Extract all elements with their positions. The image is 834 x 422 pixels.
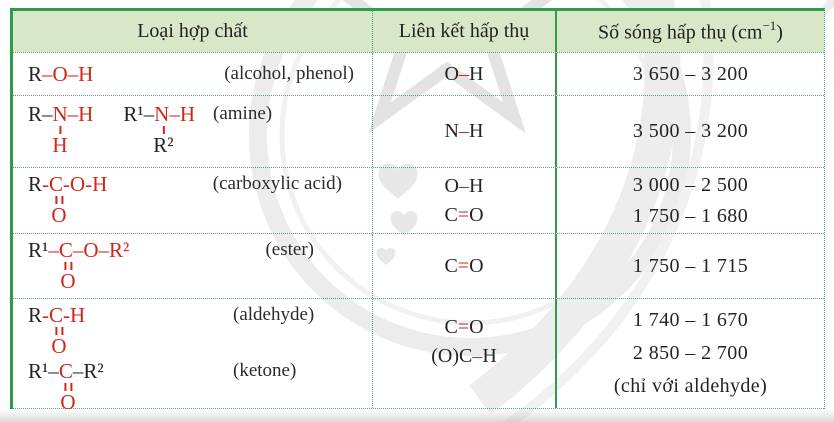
compound-label: (carboxylic acid) [212,173,342,194]
formula-segment: R [28,303,43,327]
aldehyde-sub-row: R-C-H O (aldehyde) [28,303,372,359]
formula-segment: R [28,172,43,196]
table-row-aldehyde-ketone: R-C-H O (aldehyde) R¹–C–R² O (ketone) C=O … [13,299,824,413]
wavenumber-value: 3 650 – 3 200 [632,62,749,85]
header-wavenumber: Số sóng hấp thụ (cm−1) [557,11,824,52]
bond-cell: O–H [373,53,557,95]
formula-segment: R¹– [28,359,59,383]
formula-segment: R [28,62,43,86]
structure-amine-primary: R–N–H H [28,102,94,156]
formula-segment: R¹ [28,238,49,262]
compound-label: (ester) [265,239,314,260]
compound-label: (ketone) [233,360,297,381]
wavenumber-value: 3 000 – 2 500 [632,173,749,196]
bond: C=O [444,254,484,277]
page-bottom-shadow [0,409,834,422]
bond: C=O [444,315,484,338]
structure-ketone: R¹–C–R² O [28,359,233,413]
header-wavenumber-text: Số sóng hấp thụ (cm−1) [598,17,783,44]
header-compound-type: Loại hợp chất [13,11,373,52]
table-row-carboxylic-acid: R-C-O-H O (carboxylic acid) O–H C=O 3 000… [13,168,824,234]
structure-ester: R¹–C–O–R² O [28,238,130,292]
bond: O–H [444,62,484,85]
under-atom: R² [153,133,174,157]
structure-amine-secondary: R¹–N–H R² [123,102,196,156]
bond-cell: N–H [373,96,557,167]
wavenumber-note: (chỉ với aldehyde) [613,375,768,397]
wavenumber-cell: 3 000 – 2 500 1 750 – 1 680 [557,168,824,233]
wavenumber-cell: 1 740 – 1 670 2 850 – 2 700 (chỉ với ald… [557,299,824,408]
compound-cell: R–O–H (alcohol, phenol) [13,53,373,95]
under-atom: O [51,203,67,227]
double-bond-icon [63,262,72,270]
wavenumber-cell: 3 500 – 3 200 [557,96,824,167]
compound-label: (amine) [213,103,273,124]
formula-segment: R– [28,102,53,126]
wavenumber-value: 1 750 – 1 715 [632,254,749,277]
formula-segment: –R² [72,359,104,383]
ketone-sub-row: R¹–C–R² O (ketone) [28,359,372,413]
formula-segment: -C-H [42,303,86,327]
wavenumber-cell: 1 750 – 1 715 [557,234,824,298]
bond-cell: C=O (O)C–H [373,299,557,408]
structure-carboxylic-acid: R-C-O-H O [28,172,108,226]
formula-segment: R¹– [123,102,155,126]
ir-absorption-table: Loại hợp chất Liên kết hấp thụ Số sóng h… [10,8,825,413]
under-atom: O [51,334,67,358]
under-atom: O [60,390,76,414]
under-atom: O [60,269,76,293]
formula-segment: –C–O–R² [48,238,130,262]
wavenumber-value: 1 750 – 1 680 [632,204,749,227]
single-bond-icon [58,126,61,134]
wavenumber-value: 2 850 – 2 700 [632,342,749,364]
wavenumber-value: 3 500 – 3 200 [632,120,749,142]
structure-alcohol: R–O–H [28,62,93,86]
table-row-amine: R–N–H H R¹–N–H R² (amine) N–H 3 500 – 3 20… [13,96,824,168]
compound-label: (alcohol, phenol) [224,63,354,84]
bond-cell: O–H C=O [373,168,557,233]
formula-segment: –O–H [42,62,94,86]
bond: O–H [444,174,484,197]
header-absorbing-bond: Liên kết hấp thụ [373,11,557,52]
compound-cell: R-C-H O (aldehyde) R¹–C–R² O (ketone) [13,299,373,413]
formula-segment: C [58,359,73,383]
bond: N–H [444,120,484,142]
formula-segment: -C-O-H [42,172,108,196]
double-bond-icon [54,327,63,335]
bond: C=O [444,203,484,226]
compound-cell: R¹–C–O–R² O (ester) [13,234,373,298]
double-bond-icon [63,383,72,391]
compound-cell: R–N–H H R¹–N–H R² (amine) [13,96,373,167]
wavenumber-value: 1 740 – 1 670 [632,309,749,331]
formula-segment: N–H [154,102,196,126]
formula-segment: N–H [52,102,94,126]
structure-aldehyde: R-C-H O [28,303,233,357]
compound-label: (aldehyde) [233,304,315,325]
table-row-ester: R¹–C–O–R² O (ester) C=O 1 750 – 1 715 [13,234,824,299]
double-bond-icon [54,196,63,204]
under-atom: H [52,133,68,157]
table-header-row: Loại hợp chất Liên kết hấp thụ Số sóng h… [13,11,824,53]
single-bond-icon [162,126,165,134]
bond-cell: C=O [373,234,557,298]
bond: (O)C–H [431,344,497,367]
compound-cell: R-C-O-H O (carboxylic acid) [13,168,373,233]
table-row-alcohol: R–O–H (alcohol, phenol) O–H 3 650 – 3 20… [13,53,824,96]
wavenumber-cell: 3 650 – 3 200 [557,53,824,95]
